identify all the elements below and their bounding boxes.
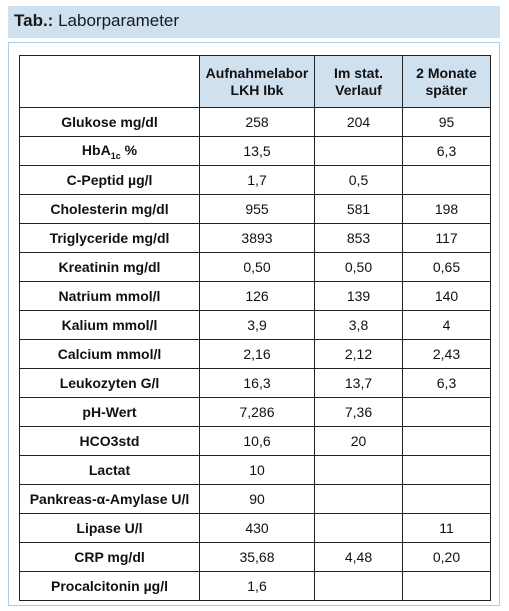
value-cell: 13,5: [199, 136, 315, 166]
value-cell: 4: [402, 310, 491, 340]
param-label: Kalium mmol/l: [19, 310, 200, 340]
param-label: Natrium mmol/l: [19, 281, 200, 311]
param-label: Calcium mmol/l: [19, 339, 200, 369]
value-cell: 7,286: [199, 397, 315, 427]
param-label: Lactat: [19, 455, 200, 485]
table-row: C-Peptid µg/l 1,7 0,5: [19, 165, 491, 195]
value-cell: 10,6: [199, 426, 315, 456]
value-cell: 204: [314, 107, 403, 137]
value-cell: 10: [199, 455, 315, 485]
table-row: CRP mg/dl 35,68 4,48 0,20: [19, 542, 491, 572]
value-cell: 3,8: [314, 310, 403, 340]
value-cell: [314, 571, 403, 601]
value-cell: 0,20: [402, 542, 491, 572]
value-cell: 2,12: [314, 339, 403, 369]
table-row: HCO3std 10,6 20: [19, 426, 491, 456]
value-cell: 581: [314, 194, 403, 224]
table-row: Pankreas-α-Amylase U/l 90: [19, 484, 491, 514]
table-row: Cholesterin mg/dl 955 581 198: [19, 194, 491, 224]
table-row: Leukozyten G/l 16,3 13,7 6,3: [19, 368, 491, 398]
table-row: Triglyceride mg/dl 3893 853 117: [19, 223, 491, 253]
param-label: HCO3std: [19, 426, 200, 456]
value-cell: 2,43: [402, 339, 491, 369]
value-cell: 0,50: [314, 252, 403, 282]
value-cell: 4,48: [314, 542, 403, 572]
param-label: pH-Wert: [19, 397, 200, 427]
value-cell: 6,3: [402, 368, 491, 398]
value-cell: [314, 455, 403, 485]
table-row: Lactat 10: [19, 455, 491, 485]
value-cell: 139: [314, 281, 403, 311]
value-cell: 853: [314, 223, 403, 253]
value-cell: 13,7: [314, 368, 403, 398]
table-row: Calcium mmol/l 2,16 2,12 2,43: [19, 339, 491, 369]
value-cell: 140: [402, 281, 491, 311]
value-cell: [402, 484, 491, 514]
value-cell: 258: [199, 107, 315, 137]
table-row: Kalium mmol/l 3,9 3,8 4: [19, 310, 491, 340]
lab-parameter-table: Aufnahmelabor LKH Ibk Im stat. Verlauf 2…: [19, 55, 491, 601]
table-row: HbA1c % 13,5 6,3: [19, 136, 491, 166]
param-label: Cholesterin mg/dl: [19, 194, 200, 224]
value-cell: 11: [402, 513, 491, 543]
table-row: Glukose mg/dl 258 204 95: [19, 107, 491, 137]
value-cell: [314, 484, 403, 514]
param-label: Procalcitonin µg/l: [19, 571, 200, 601]
value-cell: 3,9: [199, 310, 315, 340]
table-row: Lipase U/l 430 11: [19, 513, 491, 543]
value-cell: [402, 455, 491, 485]
value-cell: [314, 136, 403, 166]
table-caption: Tab.: Laborparameter: [8, 6, 500, 38]
table-row: Natrium mmol/l 126 139 140: [19, 281, 491, 311]
header-two-months-later: 2 Monate später: [402, 55, 491, 108]
header-cell-empty: [19, 55, 200, 108]
param-label: Triglyceride mg/dl: [19, 223, 200, 253]
param-label: HbA1c %: [19, 136, 200, 166]
value-cell: 0,50: [199, 252, 315, 282]
table-row: pH-Wert 7,286 7,36: [19, 397, 491, 427]
param-label: Leukozyten G/l: [19, 368, 200, 398]
value-cell: 2,16: [199, 339, 315, 369]
param-label: C-Peptid µg/l: [19, 165, 200, 195]
value-cell: 1,6: [199, 571, 315, 601]
value-cell: [402, 426, 491, 456]
param-label: CRP mg/dl: [19, 542, 200, 572]
header-admission-lab: Aufnahmelabor LKH Ibk: [199, 55, 315, 108]
value-cell: [402, 397, 491, 427]
header-row: Aufnahmelabor LKH Ibk Im stat. Verlauf 2…: [19, 55, 491, 108]
caption-prefix: Tab.:: [14, 11, 54, 30]
value-cell: 117: [402, 223, 491, 253]
value-cell: [402, 571, 491, 601]
header-inpatient-course: Im stat. Verlauf: [314, 55, 403, 108]
value-cell: 955: [199, 194, 315, 224]
table-row: Kreatinin mg/dl 0,50 0,50 0,65: [19, 252, 491, 282]
table-frame: [8, 42, 500, 606]
value-cell: 35,68: [199, 542, 315, 572]
value-cell: 3893: [199, 223, 315, 253]
value-cell: 430: [199, 513, 315, 543]
value-cell: 0,65: [402, 252, 491, 282]
value-cell: 7,36: [314, 397, 403, 427]
value-cell: 95: [402, 107, 491, 137]
value-cell: 20: [314, 426, 403, 456]
value-cell: 126: [199, 281, 315, 311]
value-cell: [314, 513, 403, 543]
value-cell: [402, 165, 491, 195]
value-cell: 198: [402, 194, 491, 224]
value-cell: 6,3: [402, 136, 491, 166]
param-label: Pankreas-α-Amylase U/l: [19, 484, 200, 514]
value-cell: 0,5: [314, 165, 403, 195]
caption-title: Laborparameter: [58, 11, 180, 30]
value-cell: 1,7: [199, 165, 315, 195]
param-label: Glukose mg/dl: [19, 107, 200, 137]
value-cell: 16,3: [199, 368, 315, 398]
param-label: Kreatinin mg/dl: [19, 252, 200, 282]
value-cell: 90: [199, 484, 315, 514]
table-row: Procalcitonin µg/l 1,6: [19, 571, 491, 601]
param-label: Lipase U/l: [19, 513, 200, 543]
